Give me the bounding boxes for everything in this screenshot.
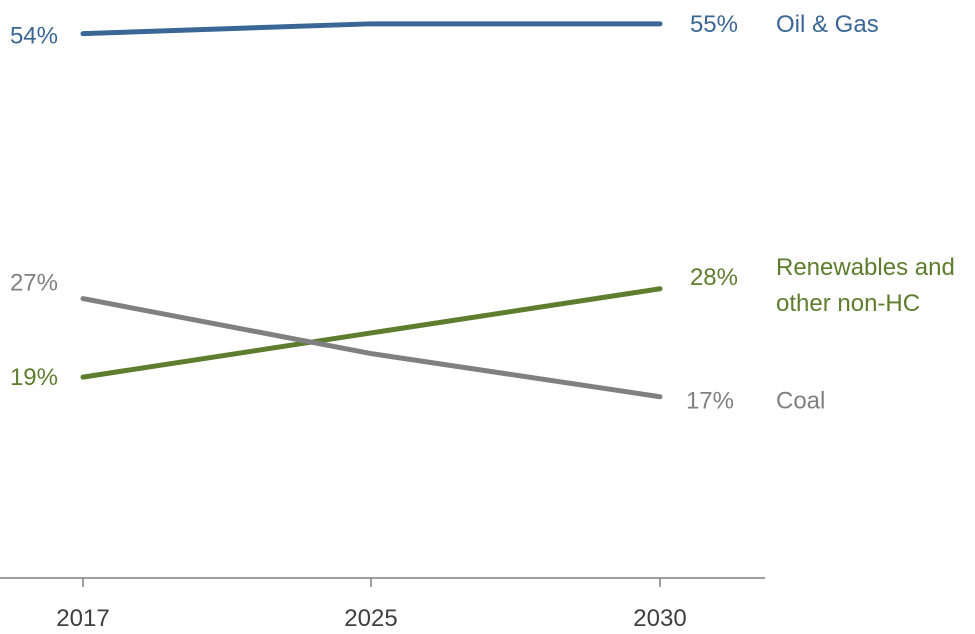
x-tick-label: 2017 (56, 605, 109, 632)
x-axis: 2017 2025 2030 (0, 577, 765, 632)
series-name-renewables-and-other-non-hc: Renewables and other non-HC (776, 254, 955, 317)
series-line-oil-gas (80, 21, 663, 37)
data-label-start-coal: 27% (10, 270, 58, 297)
x-tick-label: 2025 (344, 605, 397, 632)
series-name-oil-gas: Oil & Gas (776, 11, 879, 38)
data-label-end-renewables-and-other-non-hc: 28% (690, 264, 738, 291)
data-label-end-coal: 17% (686, 388, 734, 415)
data-label-end-oil-gas: 55% (690, 11, 738, 38)
x-tick-label: 2030 (633, 605, 686, 632)
label-layer: 54% 55% Oil & Gas 19% 28% Renewables and other… (10, 11, 955, 415)
data-label-start-oil-gas: 54% (10, 23, 58, 50)
series-line-renewables-and-other-non-hc (80, 286, 663, 380)
series-line-coal (80, 296, 663, 400)
series-layer (80, 21, 663, 400)
data-label-start-renewables-and-other-non-hc: 19% (10, 364, 58, 391)
series-name-coal: Coal (776, 388, 825, 415)
